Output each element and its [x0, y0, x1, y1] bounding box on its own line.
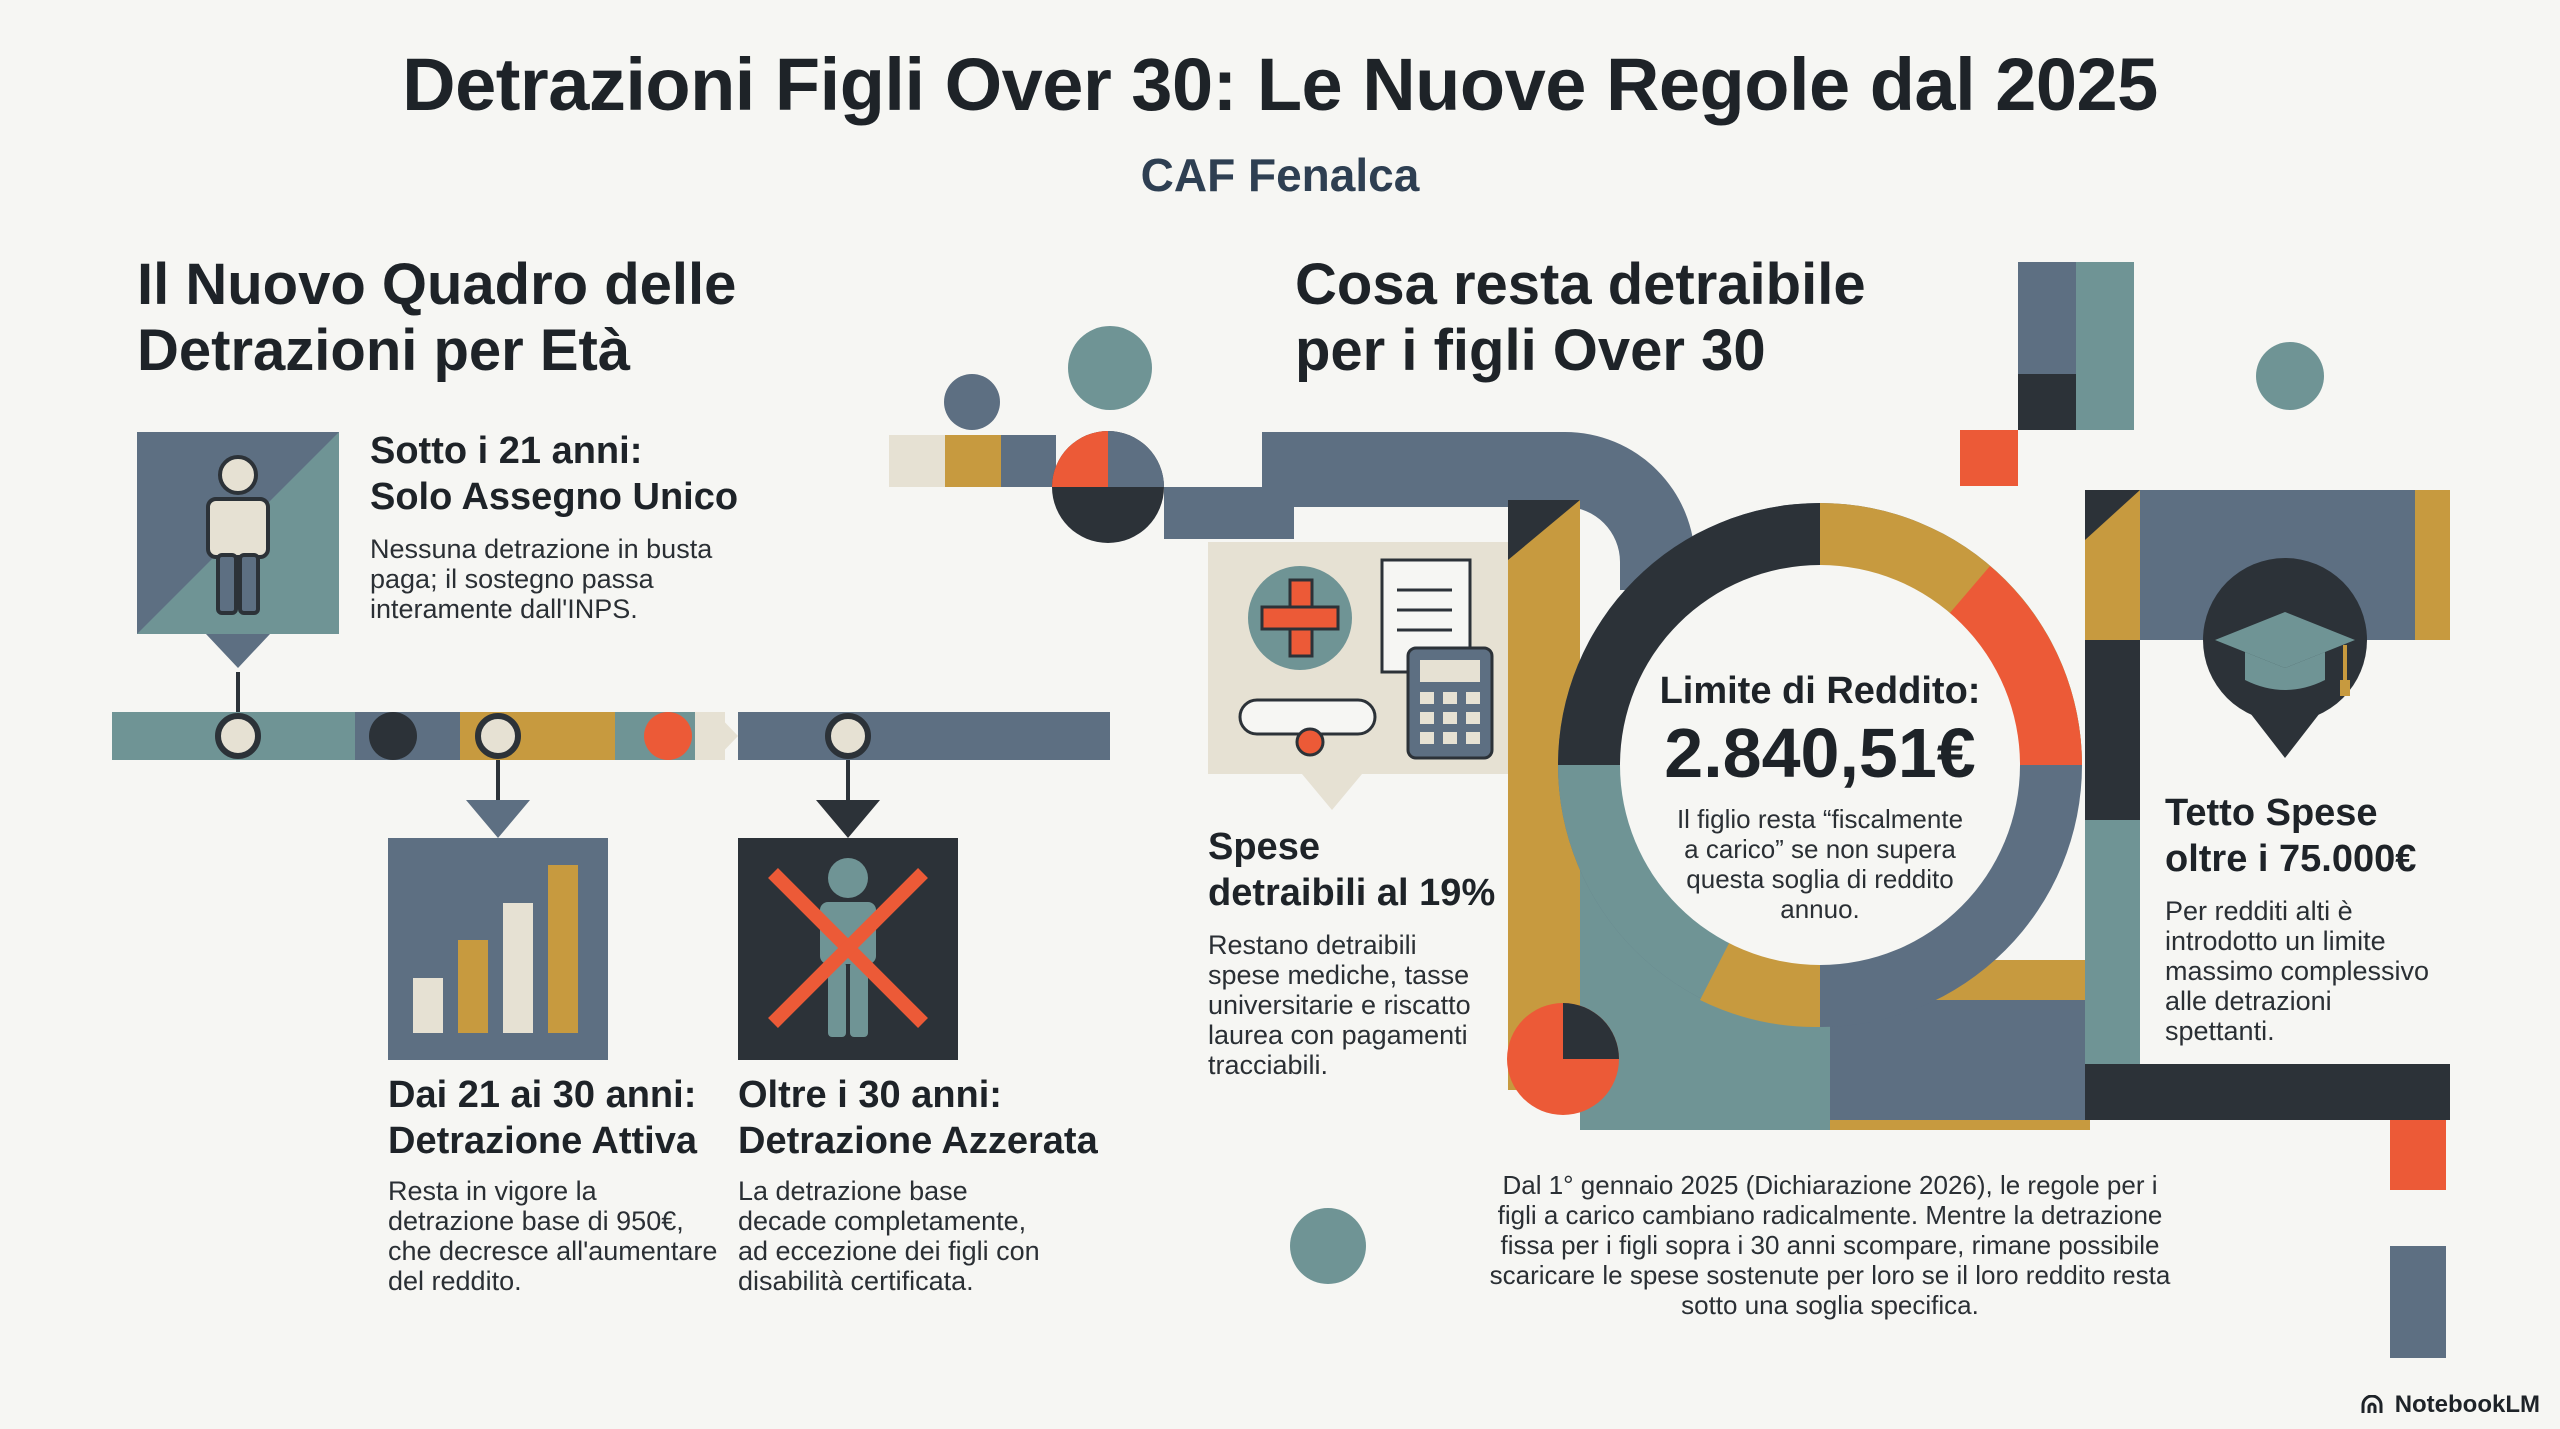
spending-cap-heading: Tetto Spese	[2165, 792, 2378, 834]
notebooklm-logo-icon	[2361, 1395, 2383, 1413]
person-icon	[137, 432, 339, 668]
card-heading: Dai 21 ai 30 anni:	[388, 1074, 697, 1116]
page-subtitle: CAF Fenalca	[1140, 149, 1420, 201]
card-21-30: Dai 21 ai 30 anni: Detrazione Attiva Res…	[388, 1072, 717, 1296]
left-section-title: Il Nuovo Quadro delle Detrazioni per Età	[137, 252, 737, 383]
page-title: Detrazioni Figli Over 30: Le Nuove Regol…	[402, 43, 2158, 126]
expenses-block: Spese detraibili al 19% Restano detraibi…	[1208, 824, 1495, 1080]
card-under-21: Sotto i 21 anni: Solo Assegno Unico Ness…	[370, 428, 738, 624]
age-timeline	[112, 672, 1110, 800]
connector-band	[889, 326, 1695, 590]
card-body: Resta in vigore la detrazione base di 95…	[388, 1176, 718, 1296]
card-heading: Detrazione Azzerata	[738, 1120, 1098, 1162]
card-heading: Solo Assegno Unico	[370, 476, 739, 518]
card-heading: Oltre i 30 anni:	[738, 1074, 1002, 1116]
income-limit-label: Limite di Reddito:	[1659, 670, 1981, 712]
crossed-person-icon	[738, 800, 958, 1060]
expenses-heading: detraibili al 19%	[1208, 872, 1496, 914]
card-body: Nessuna detrazione in busta paga; il sos…	[370, 534, 713, 624]
income-ring	[1558, 490, 2140, 1130]
graduation-cap-icon	[2203, 558, 2367, 758]
bar-chart-icon	[388, 800, 608, 1060]
spending-cap-heading: oltre i 75.000€	[2165, 838, 2417, 880]
spending-cap-body: Per redditi alti è introdotto un limite …	[2165, 896, 2430, 1046]
card-heading: Detrazione Attiva	[388, 1120, 697, 1162]
income-limit-value: 2.840,51€	[1664, 714, 1976, 792]
expenses-heading: Spese	[1208, 826, 1320, 868]
card-body: La detrazione base decade completamente,…	[738, 1176, 1040, 1296]
income-limit-block: Limite di Reddito: 2.840,51€ Il figlio r…	[1640, 668, 2000, 924]
right-section-title: Cosa resta detraibile per i figli Over 3…	[1295, 252, 1866, 383]
card-over-30: Oltre i 30 anni: Detrazione Azzerata La …	[738, 1072, 1098, 1296]
notebooklm-branding: NotebookLM	[2361, 1391, 2540, 1419]
footnote: Dal 1° gennaio 2025 (Dichiarazione 2026)…	[1489, 1170, 2171, 1320]
branding-label: NotebookLM	[2394, 1391, 2540, 1418]
spending-cap-block: Tetto Spese oltre i 75.000€ Per redditi …	[2165, 790, 2429, 1046]
card-heading: Sotto i 21 anni:	[370, 430, 643, 472]
income-limit-body: Il figlio resta “fiscalmente a carico” s…	[1676, 804, 1964, 924]
expenses-body: Restano detraibili spese mediche, tasse …	[1208, 930, 1471, 1080]
expenses-panel	[1208, 500, 1580, 1090]
